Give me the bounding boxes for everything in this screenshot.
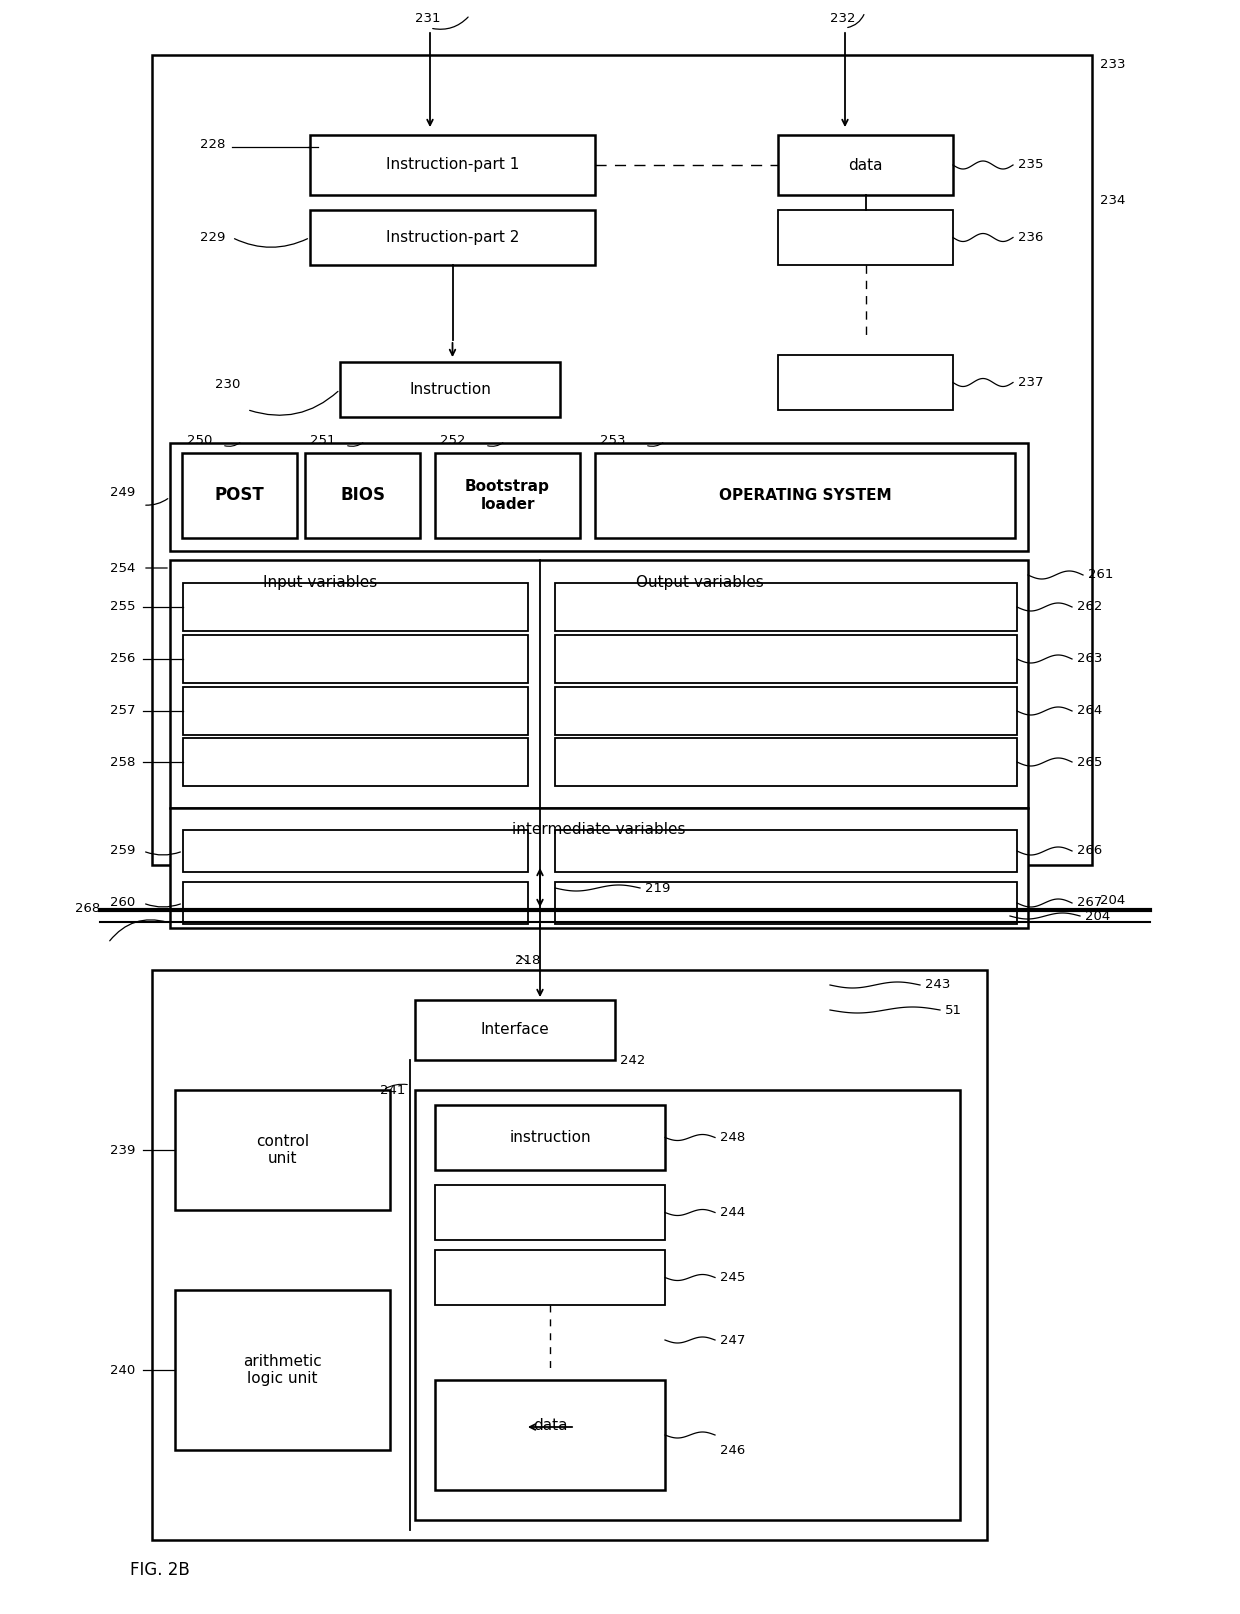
Text: 230: 230 [215, 378, 241, 391]
Text: control
unit: control unit [255, 1133, 309, 1167]
Text: 240: 240 [110, 1364, 135, 1377]
Text: Instruction-part 1: Instruction-part 1 [386, 158, 520, 173]
Text: 251: 251 [310, 434, 336, 447]
Text: instruction: instruction [510, 1130, 590, 1144]
Text: 254: 254 [110, 562, 135, 575]
Text: POST: POST [215, 486, 264, 505]
Text: 239: 239 [110, 1143, 135, 1157]
Text: 244: 244 [720, 1206, 745, 1219]
Text: 247: 247 [720, 1333, 745, 1346]
Text: 236: 236 [1018, 231, 1043, 244]
Text: 235: 235 [1018, 158, 1044, 171]
Text: 229: 229 [200, 231, 226, 244]
Bar [435, 1106, 665, 1170]
Text: Instruction: Instruction [409, 383, 491, 397]
Bar [184, 738, 528, 786]
Text: 258: 258 [110, 755, 135, 768]
Bar [435, 454, 580, 537]
Bar [777, 210, 954, 265]
Bar [184, 830, 528, 872]
Bar [182, 454, 298, 537]
Text: OPERATING SYSTEM: OPERATING SYSTEM [719, 487, 892, 504]
Text: 246: 246 [720, 1443, 745, 1456]
Text: 259: 259 [110, 844, 135, 857]
Text: Interface: Interface [481, 1023, 549, 1038]
Text: 268: 268 [74, 902, 100, 915]
Text: 237: 237 [1018, 376, 1044, 389]
Text: 261: 261 [1087, 568, 1114, 581]
Text: 242: 242 [620, 1054, 645, 1067]
Text: Input variables: Input variables [263, 575, 377, 589]
Text: 267: 267 [1078, 896, 1102, 910]
Text: 219: 219 [645, 881, 671, 894]
Text: 264: 264 [1078, 704, 1102, 718]
Text: 232: 232 [830, 11, 856, 24]
Bar [340, 362, 560, 416]
Bar [556, 738, 1017, 786]
Text: 255: 255 [110, 600, 135, 613]
Bar [310, 210, 595, 265]
Text: 228: 228 [200, 139, 226, 152]
Bar [184, 881, 528, 923]
Text: 262: 262 [1078, 600, 1102, 613]
Text: 253: 253 [600, 434, 625, 447]
Bar [556, 830, 1017, 872]
Bar [556, 583, 1017, 631]
Text: 249: 249 [110, 486, 135, 499]
Bar [435, 1249, 665, 1306]
Text: arithmetic
logic unit: arithmetic logic unit [243, 1354, 322, 1386]
Text: 256: 256 [110, 652, 135, 665]
Text: intermediate variables: intermediate variables [512, 823, 686, 838]
Text: FIG. 2B: FIG. 2B [130, 1561, 190, 1578]
Text: Output variables: Output variables [636, 575, 764, 589]
Bar [184, 688, 528, 734]
Bar [175, 1290, 391, 1449]
Text: 257: 257 [110, 704, 135, 718]
Bar [435, 1380, 665, 1490]
Text: 204: 204 [1085, 910, 1110, 923]
Text: 218: 218 [515, 954, 541, 967]
Text: data: data [848, 158, 883, 173]
Bar [305, 454, 420, 537]
Text: 243: 243 [925, 978, 950, 991]
Text: 250: 250 [187, 434, 212, 447]
Bar [556, 881, 1017, 923]
Bar [556, 634, 1017, 683]
Bar [170, 442, 1028, 550]
Bar [595, 454, 1016, 537]
Bar [435, 1185, 665, 1240]
Bar [777, 136, 954, 195]
Text: 263: 263 [1078, 652, 1102, 665]
Text: Bootstrap
loader: Bootstrap loader [465, 479, 549, 512]
Text: 266: 266 [1078, 844, 1102, 857]
Text: 252: 252 [440, 434, 465, 447]
Text: 234: 234 [1100, 194, 1126, 207]
Bar [184, 634, 528, 683]
Bar [153, 55, 1092, 865]
Bar [184, 583, 528, 631]
Text: 248: 248 [720, 1131, 745, 1144]
Bar [175, 1089, 391, 1210]
Bar [415, 1001, 615, 1060]
Bar [310, 136, 595, 195]
Text: 265: 265 [1078, 755, 1102, 768]
Text: 260: 260 [110, 896, 135, 910]
Bar [777, 355, 954, 410]
Text: BIOS: BIOS [340, 486, 384, 505]
Bar [170, 560, 1028, 809]
Text: 241: 241 [379, 1083, 405, 1096]
Text: data: data [533, 1417, 567, 1433]
Text: 51: 51 [945, 1004, 962, 1017]
Text: 231: 231 [415, 11, 440, 24]
Text: 204: 204 [1100, 894, 1125, 907]
Text: 233: 233 [1100, 58, 1126, 71]
Bar [170, 809, 1028, 928]
Text: 245: 245 [720, 1270, 745, 1285]
Text: Instruction-part 2: Instruction-part 2 [386, 231, 520, 245]
Bar [415, 1089, 960, 1520]
Bar [556, 688, 1017, 734]
Bar [153, 970, 987, 1540]
